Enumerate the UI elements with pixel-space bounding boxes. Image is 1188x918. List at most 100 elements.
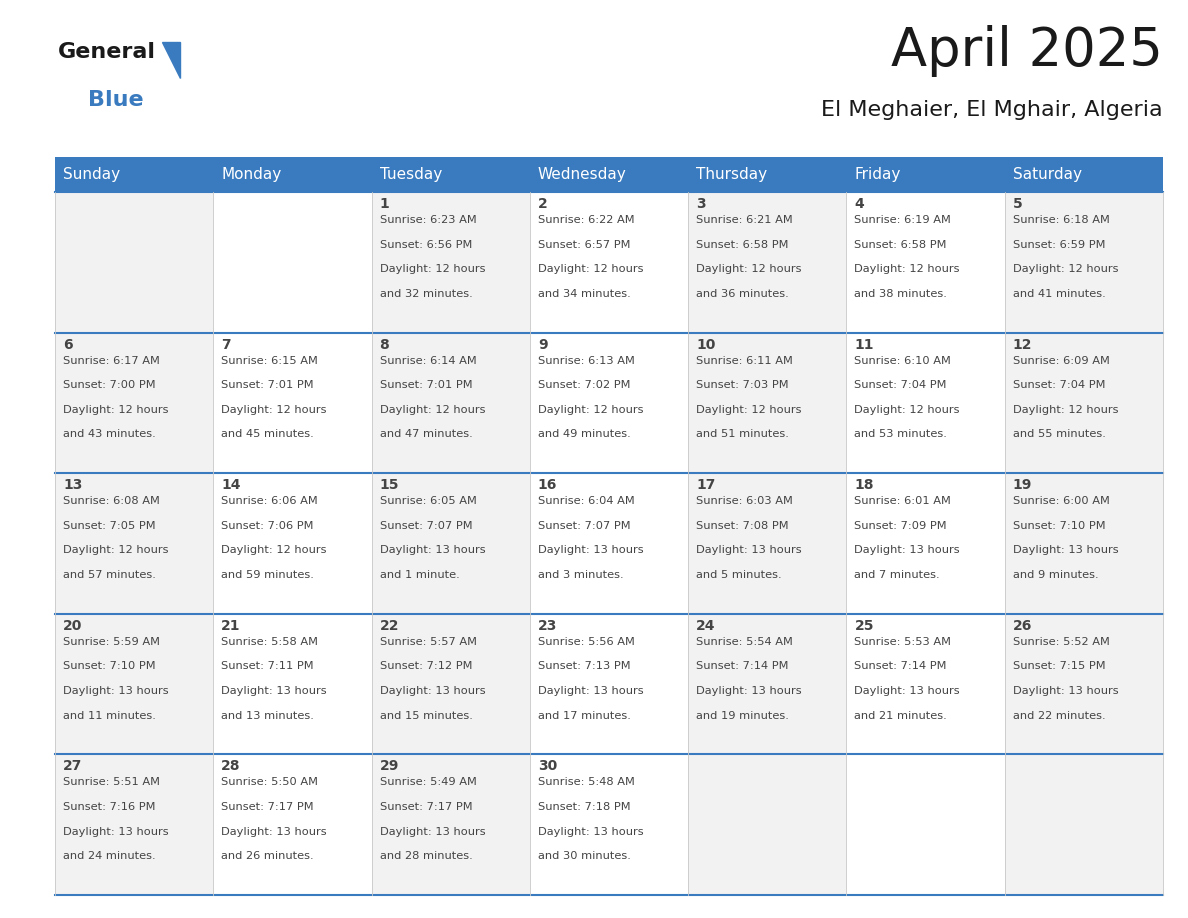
Text: and 26 minutes.: and 26 minutes. bbox=[221, 851, 314, 861]
Text: Sunrise: 6:18 AM: Sunrise: 6:18 AM bbox=[1012, 215, 1110, 225]
Text: 16: 16 bbox=[538, 478, 557, 492]
Text: Sunrise: 6:14 AM: Sunrise: 6:14 AM bbox=[380, 355, 476, 365]
Text: Sunset: 7:06 PM: Sunset: 7:06 PM bbox=[221, 521, 314, 531]
Text: 28: 28 bbox=[221, 759, 241, 773]
Text: Sunrise: 6:04 AM: Sunrise: 6:04 AM bbox=[538, 497, 634, 506]
Text: and 22 minutes.: and 22 minutes. bbox=[1012, 711, 1105, 721]
Bar bbox=[55, 192, 214, 332]
Text: 17: 17 bbox=[696, 478, 715, 492]
Text: Daylight: 13 hours: Daylight: 13 hours bbox=[538, 545, 644, 555]
Bar bbox=[530, 157, 688, 192]
Text: 6: 6 bbox=[63, 338, 72, 352]
Bar bbox=[372, 157, 530, 192]
Bar bbox=[688, 755, 846, 895]
Text: Sunrise: 6:00 AM: Sunrise: 6:00 AM bbox=[1012, 497, 1110, 506]
Text: 13: 13 bbox=[63, 478, 82, 492]
Text: and 55 minutes.: and 55 minutes. bbox=[1012, 430, 1106, 440]
Text: El Meghaier, El Mghair, Algeria: El Meghaier, El Mghair, Algeria bbox=[821, 100, 1163, 120]
Text: and 51 minutes.: and 51 minutes. bbox=[696, 430, 789, 440]
Text: Sunset: 6:58 PM: Sunset: 6:58 PM bbox=[696, 240, 789, 250]
Text: 25: 25 bbox=[854, 619, 874, 633]
Text: Sunrise: 6:10 AM: Sunrise: 6:10 AM bbox=[854, 355, 952, 365]
Text: Sunset: 7:10 PM: Sunset: 7:10 PM bbox=[63, 661, 156, 671]
Bar bbox=[214, 157, 372, 192]
Bar bbox=[530, 192, 688, 332]
Text: Daylight: 12 hours: Daylight: 12 hours bbox=[854, 405, 960, 415]
Text: Sunset: 7:01 PM: Sunset: 7:01 PM bbox=[380, 380, 472, 390]
Text: and 53 minutes.: and 53 minutes. bbox=[854, 430, 947, 440]
Text: Sunset: 7:05 PM: Sunset: 7:05 PM bbox=[63, 521, 156, 531]
Text: Sunrise: 5:49 AM: Sunrise: 5:49 AM bbox=[380, 778, 476, 788]
Bar bbox=[530, 332, 688, 473]
Text: Sunset: 7:16 PM: Sunset: 7:16 PM bbox=[63, 802, 156, 812]
Text: Sunset: 7:14 PM: Sunset: 7:14 PM bbox=[696, 661, 789, 671]
Bar bbox=[55, 332, 214, 473]
Text: Daylight: 12 hours: Daylight: 12 hours bbox=[221, 545, 327, 555]
Text: and 36 minutes.: and 36 minutes. bbox=[696, 289, 789, 299]
Text: and 7 minutes.: and 7 minutes. bbox=[854, 570, 940, 580]
Text: Sunset: 6:58 PM: Sunset: 6:58 PM bbox=[854, 240, 947, 250]
Text: Sunset: 7:08 PM: Sunset: 7:08 PM bbox=[696, 521, 789, 531]
Text: and 1 minute.: and 1 minute. bbox=[380, 570, 460, 580]
Text: 7: 7 bbox=[221, 338, 230, 352]
Text: 27: 27 bbox=[63, 759, 82, 773]
Text: Sunset: 6:56 PM: Sunset: 6:56 PM bbox=[380, 240, 472, 250]
Text: 20: 20 bbox=[63, 619, 82, 633]
Text: Sunset: 7:07 PM: Sunset: 7:07 PM bbox=[380, 521, 472, 531]
Text: Daylight: 13 hours: Daylight: 13 hours bbox=[221, 686, 327, 696]
Text: Sunset: 6:57 PM: Sunset: 6:57 PM bbox=[538, 240, 631, 250]
Bar bbox=[846, 473, 1005, 614]
Text: Daylight: 13 hours: Daylight: 13 hours bbox=[1012, 545, 1118, 555]
Bar bbox=[846, 614, 1005, 755]
Bar bbox=[846, 192, 1005, 332]
Text: 11: 11 bbox=[854, 338, 874, 352]
Text: Sunset: 7:12 PM: Sunset: 7:12 PM bbox=[380, 661, 472, 671]
Text: 12: 12 bbox=[1012, 338, 1032, 352]
Text: 19: 19 bbox=[1012, 478, 1032, 492]
Text: Sunrise: 6:21 AM: Sunrise: 6:21 AM bbox=[696, 215, 792, 225]
Text: Sunset: 7:03 PM: Sunset: 7:03 PM bbox=[696, 380, 789, 390]
Text: Daylight: 13 hours: Daylight: 13 hours bbox=[221, 826, 327, 836]
Text: 21: 21 bbox=[221, 619, 241, 633]
Text: 18: 18 bbox=[854, 478, 874, 492]
Text: Sunrise: 6:11 AM: Sunrise: 6:11 AM bbox=[696, 355, 794, 365]
Text: Daylight: 12 hours: Daylight: 12 hours bbox=[63, 405, 169, 415]
Text: Daylight: 13 hours: Daylight: 13 hours bbox=[854, 686, 960, 696]
Text: 30: 30 bbox=[538, 759, 557, 773]
Text: 1: 1 bbox=[380, 197, 390, 211]
Bar bbox=[530, 614, 688, 755]
Text: and 30 minutes.: and 30 minutes. bbox=[538, 851, 631, 861]
Text: 9: 9 bbox=[538, 338, 548, 352]
Bar bbox=[214, 332, 372, 473]
Text: Sunrise: 5:50 AM: Sunrise: 5:50 AM bbox=[221, 778, 318, 788]
Text: and 47 minutes.: and 47 minutes. bbox=[380, 430, 473, 440]
Text: and 21 minutes.: and 21 minutes. bbox=[854, 711, 947, 721]
Text: Sunset: 6:59 PM: Sunset: 6:59 PM bbox=[1012, 240, 1105, 250]
Bar bbox=[1005, 473, 1163, 614]
Text: Daylight: 12 hours: Daylight: 12 hours bbox=[854, 264, 960, 274]
Text: and 45 minutes.: and 45 minutes. bbox=[221, 430, 314, 440]
Text: Daylight: 12 hours: Daylight: 12 hours bbox=[380, 264, 485, 274]
Text: Sunset: 7:15 PM: Sunset: 7:15 PM bbox=[1012, 661, 1105, 671]
Bar bbox=[55, 157, 214, 192]
Text: Tuesday: Tuesday bbox=[380, 167, 442, 182]
Text: Sunset: 7:10 PM: Sunset: 7:10 PM bbox=[1012, 521, 1105, 531]
Bar bbox=[1005, 614, 1163, 755]
Text: Sunrise: 6:22 AM: Sunrise: 6:22 AM bbox=[538, 215, 634, 225]
Text: April 2025: April 2025 bbox=[891, 25, 1163, 77]
Text: Daylight: 12 hours: Daylight: 12 hours bbox=[1012, 264, 1118, 274]
Text: Daylight: 13 hours: Daylight: 13 hours bbox=[538, 826, 644, 836]
Text: Blue: Blue bbox=[88, 90, 144, 110]
Text: Sunrise: 5:48 AM: Sunrise: 5:48 AM bbox=[538, 778, 634, 788]
Text: Sunday: Sunday bbox=[63, 167, 120, 182]
Text: Daylight: 13 hours: Daylight: 13 hours bbox=[854, 545, 960, 555]
Text: and 43 minutes.: and 43 minutes. bbox=[63, 430, 156, 440]
Text: and 49 minutes.: and 49 minutes. bbox=[538, 430, 631, 440]
Bar bbox=[55, 473, 214, 614]
Text: Sunrise: 6:09 AM: Sunrise: 6:09 AM bbox=[1012, 355, 1110, 365]
Text: Sunrise: 6:23 AM: Sunrise: 6:23 AM bbox=[380, 215, 476, 225]
Text: Sunrise: 5:57 AM: Sunrise: 5:57 AM bbox=[380, 637, 476, 647]
Text: Sunrise: 5:59 AM: Sunrise: 5:59 AM bbox=[63, 637, 160, 647]
Text: 24: 24 bbox=[696, 619, 715, 633]
Text: 5: 5 bbox=[1012, 197, 1023, 211]
